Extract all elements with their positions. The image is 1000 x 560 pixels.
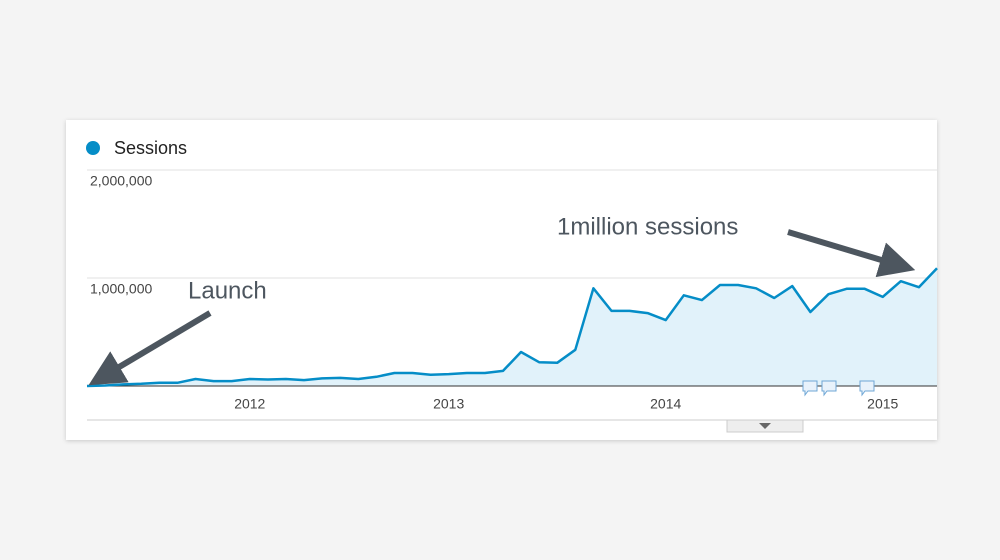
scroll-icon	[759, 423, 771, 429]
line	[86, 267, 938, 388]
legend-label: Sessions	[114, 138, 187, 158]
x-tick-label: 2015	[867, 396, 898, 412]
x-tick-label: 2014	[650, 396, 681, 412]
x-tick-label: 2013	[433, 396, 464, 412]
y-tick-label: 2,000,000	[90, 173, 152, 189]
arrow	[88, 310, 212, 386]
x-tick-label: 2012	[234, 396, 265, 412]
area	[87, 268, 937, 386]
y-tick-label: 1,000,000	[90, 281, 152, 297]
card	[66, 120, 937, 440]
annotation: Launch	[188, 277, 267, 304]
legend-dot	[86, 141, 100, 155]
annotation-icons	[802, 380, 875, 397]
annotation: 1million sessions	[557, 213, 738, 240]
arrow	[787, 229, 916, 278]
